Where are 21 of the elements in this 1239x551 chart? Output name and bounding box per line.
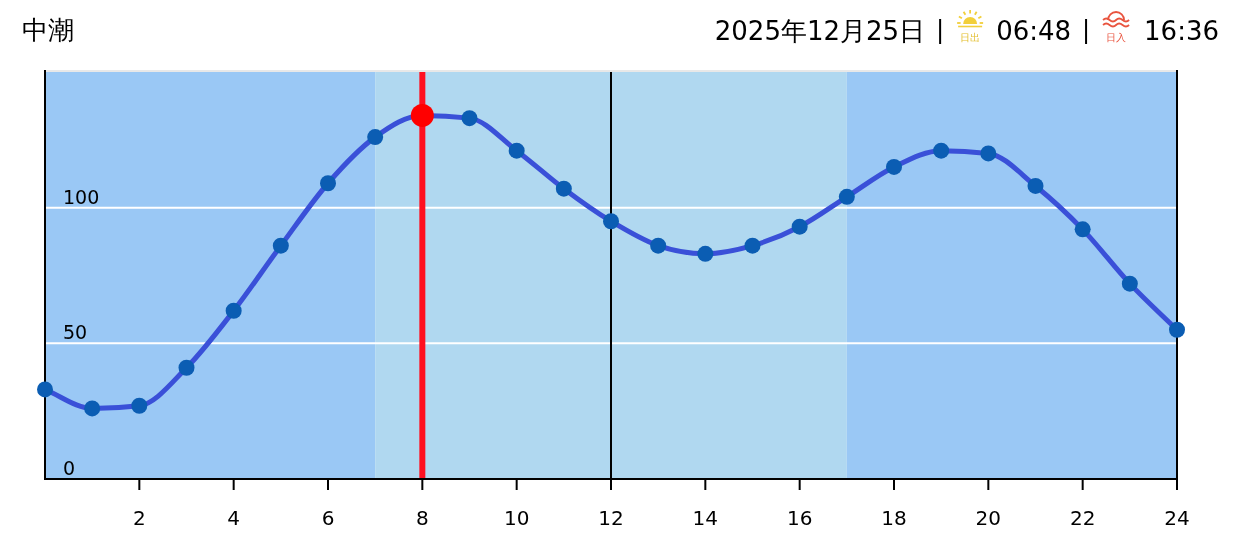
chart-title: 中潮 [22,15,74,45]
x-tick-label: 10 [503,506,530,530]
x-tick-label: 22 [1069,506,1096,530]
text: 06:48 [996,16,1072,46]
text: 日入 [1106,32,1127,43]
y-tick-label: 0 [63,457,76,479]
x-tick-label: 4 [227,506,241,530]
x-tick-label: 8 [415,506,429,530]
x-tick-label: 20 [975,506,1002,530]
y-tick-label: 50 [63,321,88,344]
x-tick-label: 14 [692,506,719,530]
chart-subtitle: 2025年12月25日 [714,16,926,46]
y-tick-label: 100 [63,185,100,208]
x-tick-label: 24 [1164,506,1190,530]
x-tick-label: 2 [132,506,146,530]
x-tick-label: 6 [321,506,335,530]
x-tick-label: 18 [881,506,907,530]
x-tick-label: 16 [786,506,813,530]
text: 16:36 [1144,16,1219,46]
x-tick-label: 12 [598,506,624,530]
text: 日出 [960,32,981,43]
